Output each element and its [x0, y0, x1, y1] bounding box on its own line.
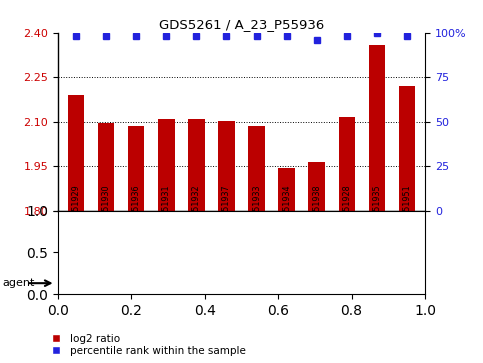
Bar	[398, 86, 415, 211]
Text: GSM1151932: GSM1151932	[192, 184, 201, 238]
Bar	[392, 211, 422, 271]
Text: GSM1151951: GSM1151951	[402, 184, 412, 238]
Text: GSM1151930: GSM1151930	[101, 185, 111, 238]
Text: GSM1151935: GSM1151935	[372, 184, 382, 238]
Text: interleukin 4: interleukin 4	[75, 278, 137, 288]
Title: GDS5261 / A_23_P55936: GDS5261 / A_23_P55936	[159, 19, 324, 32]
Text: GSM1151928: GSM1151928	[342, 184, 351, 238]
Bar	[151, 211, 181, 271]
Bar	[248, 126, 265, 211]
Bar	[188, 119, 205, 211]
Bar	[362, 211, 392, 271]
Text: agent: agent	[2, 278, 35, 288]
Bar	[151, 272, 242, 294]
Bar	[339, 117, 355, 211]
Bar	[271, 211, 302, 271]
Text: interleukin 13: interleukin 13	[162, 278, 230, 288]
Bar	[68, 95, 85, 211]
Bar	[121, 211, 151, 271]
Bar	[128, 126, 144, 211]
Bar	[278, 168, 295, 211]
Bar	[369, 45, 385, 211]
Bar	[181, 211, 212, 271]
Bar	[212, 211, 242, 271]
Text: GSM1151938: GSM1151938	[312, 185, 321, 238]
Text: GSM1151931: GSM1151931	[162, 185, 171, 238]
Text: GSM1151936: GSM1151936	[132, 185, 141, 238]
Bar	[61, 272, 151, 294]
Text: GSM1151929: GSM1151929	[71, 184, 81, 238]
Bar	[242, 272, 332, 294]
Bar	[91, 211, 121, 271]
Bar	[158, 119, 174, 211]
Text: unstimulated: unstimulated	[344, 278, 409, 288]
Bar	[302, 211, 332, 271]
Bar	[309, 162, 325, 211]
Text: GSM1151937: GSM1151937	[222, 184, 231, 238]
Bar	[98, 123, 114, 211]
Bar	[61, 211, 91, 271]
Bar	[242, 211, 271, 271]
Bar	[332, 272, 422, 294]
Text: tumor necrosis
factor-α: tumor necrosis factor-α	[250, 272, 323, 294]
Text: GSM1151933: GSM1151933	[252, 185, 261, 238]
Bar	[218, 121, 235, 211]
Bar	[332, 211, 362, 271]
Legend: log2 ratio, percentile rank within the sample: log2 ratio, percentile rank within the s…	[44, 331, 248, 358]
Text: GSM1151934: GSM1151934	[282, 185, 291, 238]
